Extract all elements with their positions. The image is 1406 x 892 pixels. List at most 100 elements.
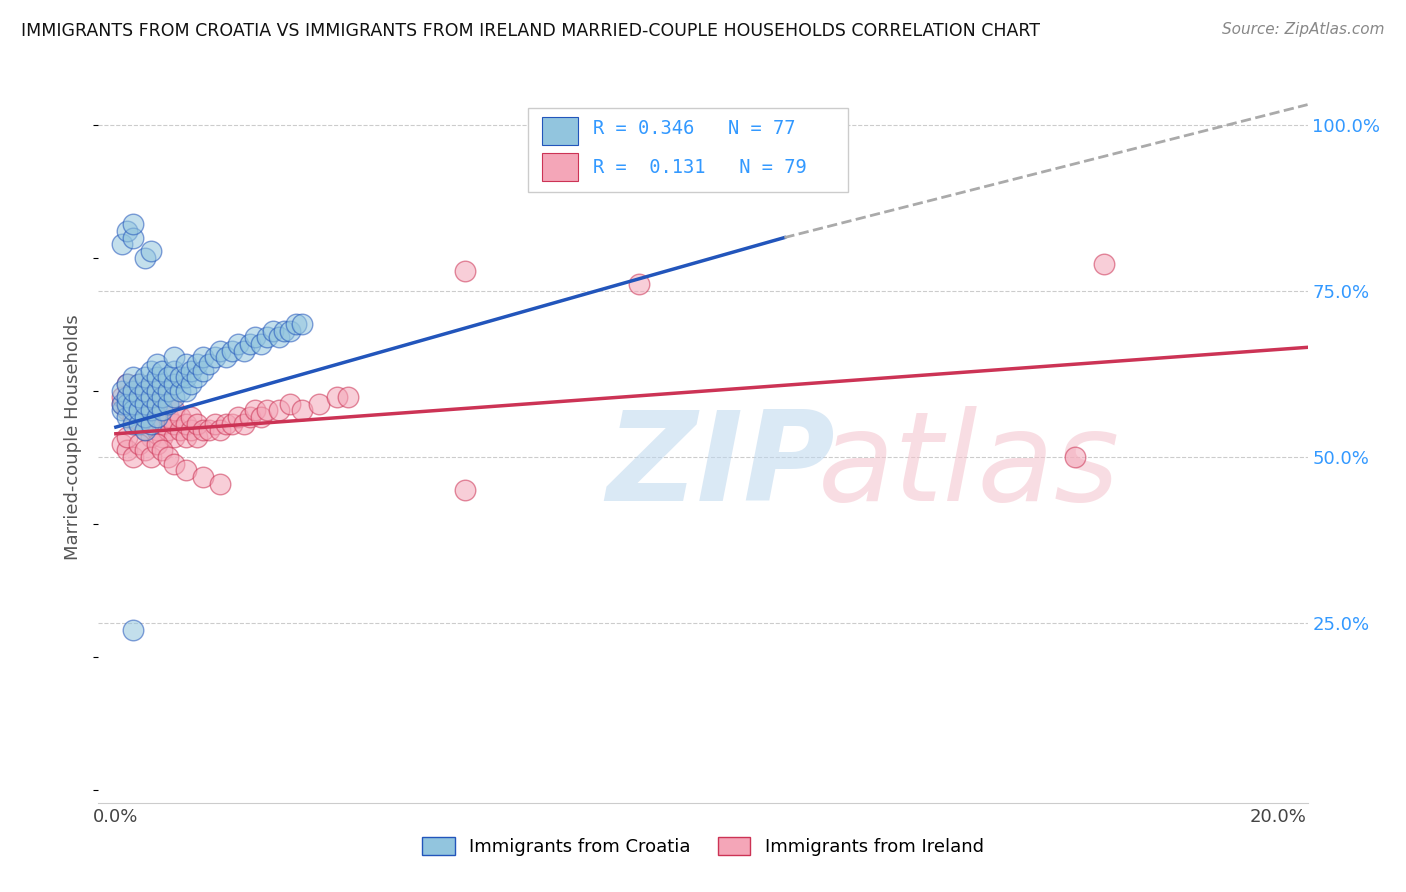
Point: [145, 384, 167, 398]
Text: Source: ZipAtlas.com: Source: ZipAtlas.com: [1222, 22, 1385, 37]
Point: [134, 410, 156, 425]
Point: [117, 430, 139, 444]
Point: [157, 450, 180, 464]
Point: [226, 337, 249, 351]
Point: [174, 370, 197, 384]
Point: [117, 390, 139, 404]
Point: [117, 376, 139, 391]
Point: [139, 403, 162, 417]
Point: [122, 384, 145, 398]
Point: [128, 390, 150, 404]
Point: [191, 424, 214, 438]
Point: [191, 351, 214, 365]
Point: [139, 390, 162, 404]
Point: [174, 357, 197, 371]
Point: [250, 337, 273, 351]
Point: [204, 351, 226, 365]
Point: [117, 443, 139, 458]
Legend: Immigrants from Croatia, Immigrants from Ireland: Immigrants from Croatia, Immigrants from…: [415, 830, 991, 863]
Point: [174, 463, 197, 477]
Point: [180, 410, 202, 425]
Point: [215, 417, 238, 431]
Point: [128, 436, 150, 450]
Point: [157, 397, 180, 411]
Point: [169, 370, 191, 384]
Point: [226, 410, 249, 425]
Point: [191, 470, 214, 484]
Point: [145, 436, 167, 450]
FancyBboxPatch shape: [543, 153, 578, 181]
Point: [134, 424, 156, 438]
Point: [122, 403, 145, 417]
Point: [262, 324, 284, 338]
Point: [256, 330, 278, 344]
Point: [150, 403, 173, 417]
Point: [122, 397, 145, 411]
Point: [122, 384, 145, 398]
Point: [267, 330, 290, 344]
Point: [111, 403, 134, 417]
Point: [204, 417, 226, 431]
Point: [163, 457, 186, 471]
Point: [145, 424, 167, 438]
Point: [111, 436, 134, 450]
Point: [453, 483, 475, 498]
Point: [163, 430, 186, 444]
Text: R = 0.346   N = 77: R = 0.346 N = 77: [593, 119, 796, 138]
Point: [150, 430, 173, 444]
Point: [150, 417, 173, 431]
Point: [209, 476, 232, 491]
Point: [145, 384, 167, 398]
Point: [326, 390, 349, 404]
Point: [163, 417, 186, 431]
Point: [157, 384, 180, 398]
Point: [157, 397, 180, 411]
Point: [186, 430, 208, 444]
Point: [134, 397, 156, 411]
Point: [163, 363, 186, 377]
Point: [232, 417, 254, 431]
Point: [1092, 257, 1115, 271]
Point: [139, 376, 162, 391]
Point: [117, 390, 139, 404]
Point: [139, 403, 162, 417]
Point: [157, 424, 180, 438]
FancyBboxPatch shape: [543, 117, 578, 145]
Point: [122, 370, 145, 384]
Point: [163, 390, 186, 404]
Point: [134, 384, 156, 398]
Point: [111, 390, 134, 404]
Point: [308, 397, 330, 411]
Point: [139, 430, 162, 444]
Text: ZIP: ZIP: [606, 406, 835, 527]
Point: [245, 403, 267, 417]
Point: [291, 317, 314, 331]
Point: [117, 376, 139, 391]
FancyBboxPatch shape: [527, 108, 848, 192]
Point: [273, 324, 295, 338]
Point: [180, 376, 202, 391]
Point: [186, 370, 208, 384]
Point: [256, 403, 278, 417]
Point: [122, 623, 145, 637]
Point: [174, 430, 197, 444]
Point: [117, 410, 139, 425]
Point: [117, 403, 139, 417]
Text: R =  0.131   N = 79: R = 0.131 N = 79: [593, 158, 807, 177]
Point: [198, 424, 221, 438]
Point: [139, 417, 162, 431]
Point: [163, 403, 186, 417]
Point: [291, 403, 314, 417]
Point: [245, 330, 267, 344]
Point: [180, 424, 202, 438]
Point: [150, 390, 173, 404]
Point: [209, 424, 232, 438]
Y-axis label: Married-couple Households: Married-couple Households: [65, 314, 83, 560]
Point: [209, 343, 232, 358]
Point: [145, 397, 167, 411]
Point: [122, 410, 145, 425]
Point: [215, 351, 238, 365]
Point: [150, 443, 173, 458]
Point: [128, 417, 150, 431]
Point: [111, 384, 134, 398]
